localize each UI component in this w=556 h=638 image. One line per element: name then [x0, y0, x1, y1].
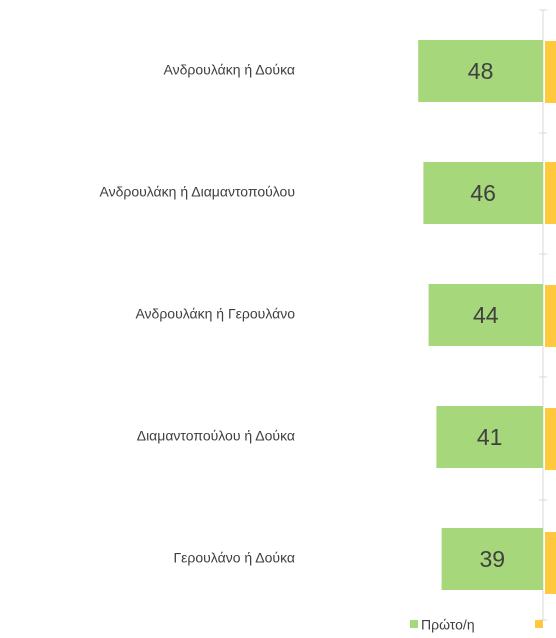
category-label: Διαμαντοπούλου ή Δούκα — [137, 428, 295, 444]
legend-label: Πρώτο/η — [421, 617, 475, 633]
bar — [441, 528, 543, 590]
cut-off-legend-swatch — [535, 620, 543, 628]
value-label: 44 — [473, 302, 499, 328]
category-label: Ανδρουλάκη ή Γερουλάνο — [135, 306, 295, 322]
value-label: 48 — [468, 58, 494, 84]
bar — [423, 162, 543, 224]
bar — [428, 284, 543, 346]
legend-swatch — [410, 620, 418, 628]
category-label: Γερουλάνο ή Δούκα — [173, 550, 295, 566]
bar — [436, 406, 543, 468]
value-label: 46 — [470, 180, 496, 206]
category-label: Ανδρουλάκη ή Δούκα — [164, 62, 295, 78]
value-label: 39 — [480, 546, 506, 572]
category-label: Ανδρουλάκη ή Διαμαντοπούλου — [99, 184, 295, 200]
value-label: 41 — [477, 424, 503, 450]
cut-off-bars — [545, 41, 556, 594]
bar — [418, 40, 543, 102]
